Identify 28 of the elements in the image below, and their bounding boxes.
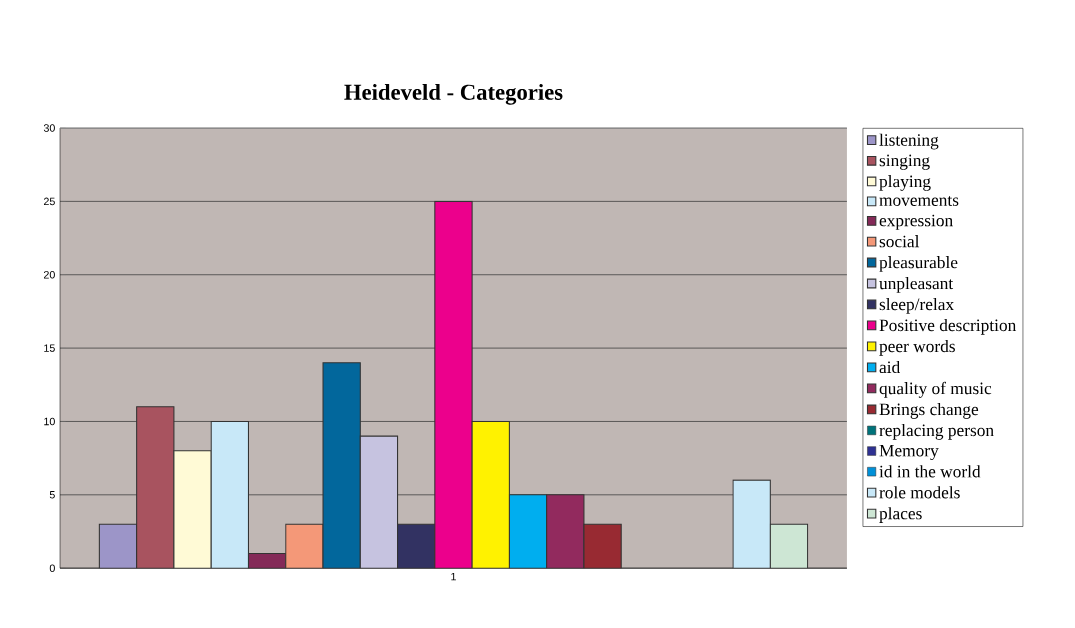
legend-label: expression <box>879 214 953 230</box>
legend-label: quality of music <box>879 381 992 398</box>
legend-label: listening <box>879 133 939 150</box>
legend-label: Brings change <box>879 402 979 419</box>
legend-label: movements <box>879 195 959 206</box>
legend-label: peer words <box>879 339 955 356</box>
legend-label: pleasurable <box>879 255 958 272</box>
y-tick-label: 30 <box>43 124 55 132</box>
legend-label: unpleasant <box>879 276 954 293</box>
y-tick-label: 10 <box>44 417 55 426</box>
y-tick-label: 15 <box>44 344 55 352</box>
y-tick-label: 0 <box>49 564 55 572</box>
legend-label: social <box>879 235 920 248</box>
legend-label: Positive description <box>879 318 1017 335</box>
legend-label: playing <box>879 174 931 191</box>
legend-label: aid <box>879 360 900 373</box>
legend-label: sleep/relax <box>879 297 954 314</box>
x-tick-label: 1 <box>451 572 456 581</box>
chart-title: Heideveld - Categories <box>344 83 563 105</box>
legend-label: role models <box>879 486 960 499</box>
legend-label: singing <box>879 154 930 170</box>
legend-label: id in the world <box>879 465 981 478</box>
legend-label: places <box>879 507 922 523</box>
legend-label: Memory <box>879 444 939 460</box>
y-tick-label: 5 <box>49 491 55 499</box>
y-tick-label: 25 <box>43 197 55 206</box>
y-tick-label: 20 <box>43 270 55 279</box>
legend-label: replacing person <box>879 423 994 440</box>
